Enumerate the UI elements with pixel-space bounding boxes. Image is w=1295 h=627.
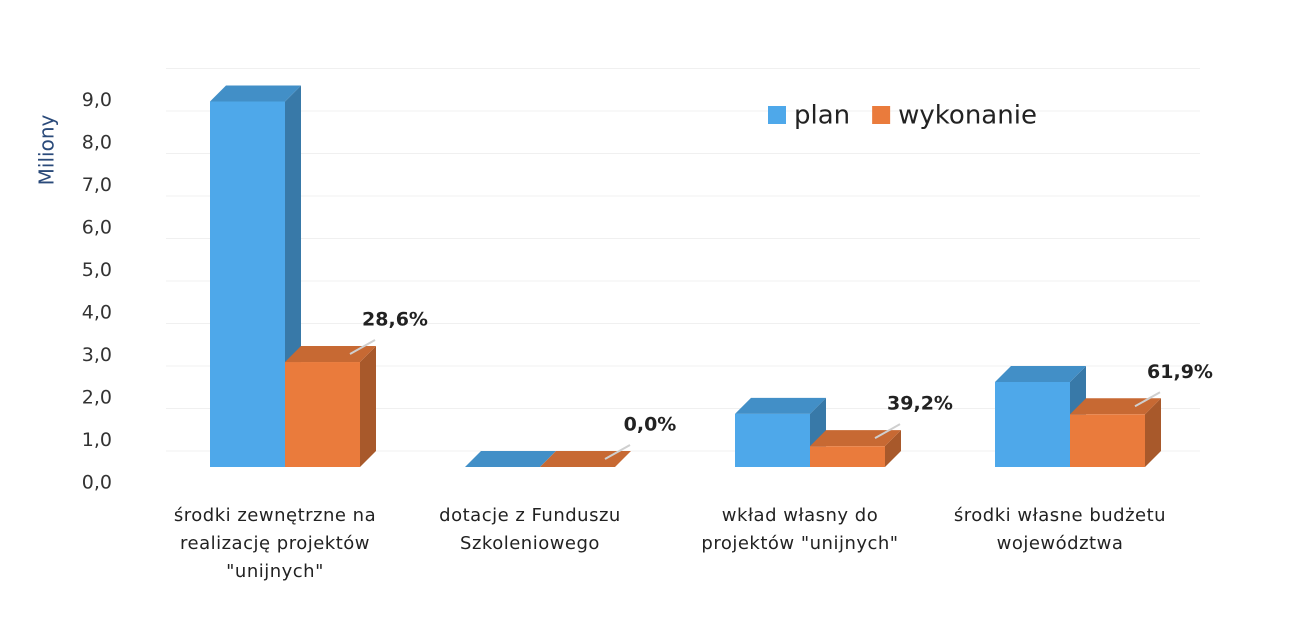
bar [995, 382, 1070, 467]
bar [210, 101, 285, 467]
bar-top [810, 430, 901, 447]
x-tick-label: środki własne budżetu województwa [953, 505, 1167, 554]
y-axis-label: Miliony [35, 115, 59, 186]
x-tick-label: środki zewnętrzne na realizację projektó… [173, 505, 377, 582]
bar-top [735, 397, 826, 414]
bar-top [285, 346, 376, 363]
data-label: 28,6% [362, 309, 428, 331]
bar [285, 362, 360, 467]
bar [810, 446, 885, 467]
y-tick-label: 9,0 [82, 89, 112, 111]
y-tick-label: 4,0 [82, 302, 112, 324]
bar-side [885, 430, 901, 467]
legend-swatch [872, 106, 891, 124]
bar-top [995, 366, 1086, 382]
data-label: 0,0% [624, 414, 677, 436]
y-tick-label: 6,0 [82, 217, 112, 239]
legend-swatch [768, 106, 786, 124]
label-leader [604, 444, 631, 460]
bar [735, 413, 810, 467]
bar-top [210, 85, 301, 102]
y-tick-label: 0,0 [82, 472, 112, 494]
data-label: 61,9% [1147, 361, 1213, 383]
label-leader [349, 339, 376, 355]
y-tick-label: 7,0 [82, 174, 112, 196]
legend-label: wykonanie [898, 101, 1037, 131]
y-tick-label: 3,0 [82, 344, 112, 366]
label-leader [874, 423, 901, 440]
y-tick-label: 2,0 [82, 387, 112, 409]
legend-label: plan [794, 101, 850, 131]
bar-top [1070, 398, 1161, 415]
bar-top [465, 451, 556, 467]
x-tick-label: dotacje z Funduszu Szkoleniowego [439, 505, 621, 554]
bar [1070, 414, 1145, 467]
y-tick-label: 5,0 [82, 259, 112, 281]
y-tick-label: 8,0 [82, 132, 112, 154]
bar-side [360, 346, 376, 467]
bar-side [1145, 398, 1161, 467]
y-tick-label: 1,0 [82, 429, 112, 451]
x-tick-label: wkład własny do projektów "unijnych" [701, 505, 899, 554]
label-leader [1134, 391, 1161, 408]
data-label: 39,2% [887, 393, 953, 415]
bar-top [540, 451, 631, 467]
